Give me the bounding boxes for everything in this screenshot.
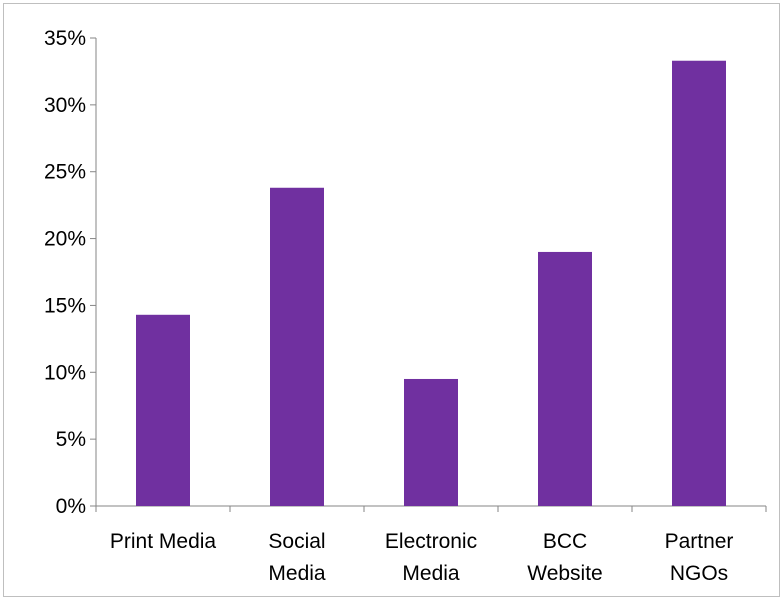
y-tick-label: 15%	[44, 294, 86, 317]
y-tick-label: 0%	[56, 495, 86, 518]
bar	[404, 378, 458, 506]
bars	[136, 60, 726, 506]
x-category-label: Electronic Media	[385, 530, 477, 585]
x-category-label: Print Media	[110, 530, 217, 553]
x-axis: Print Media Social Media Electronic Media BCC…	[95, 505, 767, 585]
x-category-label: BCC Website	[527, 530, 602, 585]
x-category-label: Partner NGOs	[665, 530, 734, 585]
bar	[270, 187, 324, 506]
y-tick-label: 35%	[44, 27, 86, 50]
y-tick-label: 25%	[44, 161, 86, 184]
bar	[136, 314, 190, 506]
bar	[538, 251, 592, 506]
chart-frame	[3, 3, 780, 597]
bar	[672, 60, 726, 506]
y-tick-label: 20%	[44, 228, 86, 251]
y-tick-label: 30%	[44, 94, 86, 117]
x-category-label: Social Media	[268, 530, 326, 585]
y-tick-label: 10%	[44, 361, 86, 384]
y-tick-label: 5%	[56, 428, 86, 451]
y-axis: 0% 5% 10% 15% 20% 25% 30% 35%	[44, 27, 97, 518]
